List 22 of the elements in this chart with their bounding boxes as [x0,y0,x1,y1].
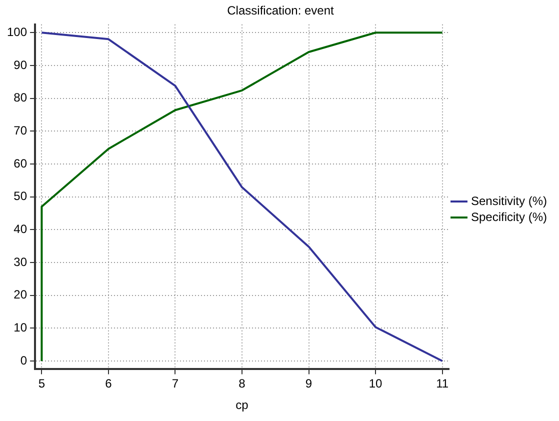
x-tick-label: 8 [238,376,246,391]
x-tick-label: 5 [38,376,46,391]
y-tick-label: 90 [14,58,28,72]
x-tick-label: 7 [172,376,179,391]
y-tick-label: 80 [14,90,28,105]
chart-title: Classification: event [227,4,335,18]
legend-label: Specificity (%) [470,210,548,224]
x-tick-label: 10 [368,376,383,391]
y-tick-label: 10 [14,320,28,334]
y-tick-label: 30 [14,254,28,269]
x-axis-title: cp [236,398,249,412]
y-tick-label: 40 [14,222,28,236]
y-tick-label: 60 [14,156,28,170]
x-tick-label: 6 [105,376,112,391]
y-tick-label: 70 [14,123,28,138]
x-tick-label: 11 [436,376,449,391]
y-tick-label: 100 [6,24,28,39]
y-tick-label: 20 [14,288,28,302]
y-tick-label: 50 [14,189,28,204]
legend-label: Sensitivity (%) [470,194,548,208]
x-tick-label: 9 [305,376,312,391]
y-tick-label: 0 [20,353,28,368]
